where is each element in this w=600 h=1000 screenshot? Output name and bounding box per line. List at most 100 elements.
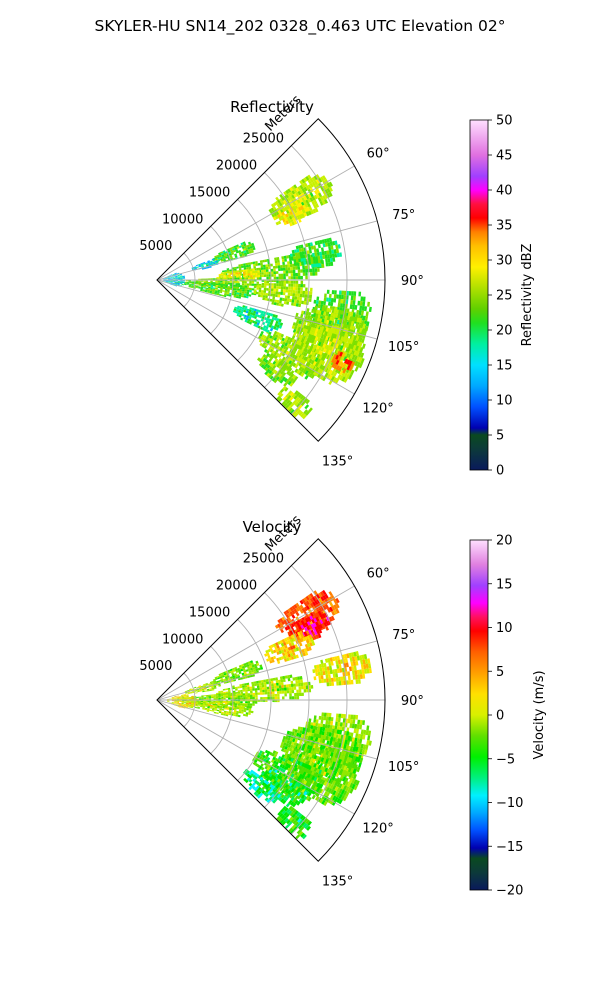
echo-gate bbox=[208, 263, 211, 266]
echo-gate bbox=[345, 735, 349, 741]
echo-gate bbox=[275, 200, 279, 205]
echo-gate bbox=[243, 243, 247, 247]
echo-gate bbox=[341, 755, 346, 761]
echo-gate bbox=[172, 282, 176, 284]
echo-gate bbox=[223, 251, 227, 255]
echo-gate bbox=[218, 693, 221, 696]
echo-gate bbox=[247, 666, 251, 670]
echo-gate bbox=[310, 209, 314, 215]
echo-gate bbox=[235, 283, 238, 286]
echo-gate bbox=[327, 728, 331, 733]
echo-gate bbox=[298, 320, 302, 325]
echo-gate bbox=[336, 782, 341, 788]
echo-gate bbox=[339, 351, 344, 357]
echo-gate bbox=[297, 269, 301, 273]
echo-gate bbox=[304, 375, 309, 380]
echo-gate bbox=[246, 289, 250, 293]
echo-gate bbox=[219, 291, 223, 294]
echo-gate bbox=[328, 712, 332, 718]
echo-gate bbox=[276, 324, 280, 328]
echo-gate bbox=[335, 365, 340, 371]
echo-gate bbox=[300, 205, 304, 210]
echo-gate bbox=[360, 659, 364, 665]
echo-gate bbox=[332, 725, 335, 730]
echo-gate bbox=[272, 369, 277, 374]
echo-gate bbox=[276, 774, 281, 779]
echo-gate bbox=[266, 329, 270, 333]
echo-gate bbox=[348, 343, 352, 349]
echo-gate bbox=[307, 745, 311, 750]
echo-gate bbox=[305, 275, 308, 280]
echo-gate bbox=[316, 252, 320, 256]
echo-gate bbox=[281, 684, 284, 688]
echo-gate bbox=[302, 414, 307, 420]
echo-gate bbox=[221, 254, 225, 257]
echo-gate bbox=[289, 674, 293, 678]
echo-gate bbox=[354, 366, 359, 372]
echo-gate bbox=[247, 695, 250, 698]
echo-gate bbox=[352, 714, 356, 720]
echo-gate bbox=[189, 282, 192, 283]
echo-gate bbox=[274, 341, 278, 345]
echo-gate bbox=[275, 677, 278, 681]
echo-gate bbox=[281, 207, 286, 212]
echo-gate bbox=[291, 649, 295, 653]
echo-gate bbox=[229, 247, 233, 250]
echo-gate bbox=[356, 309, 360, 315]
echo-gate bbox=[281, 196, 285, 201]
echo-gate bbox=[222, 281, 225, 283]
echo-gate bbox=[303, 347, 308, 353]
echo-gate bbox=[328, 297, 332, 302]
echo-gate bbox=[311, 785, 316, 790]
echo-gate bbox=[316, 240, 321, 245]
echo-gate bbox=[259, 685, 262, 688]
echo-gate bbox=[284, 644, 288, 649]
echo-gate bbox=[245, 249, 249, 253]
echo-gate bbox=[298, 341, 302, 346]
echo-gate bbox=[260, 310, 264, 314]
echo-gate bbox=[367, 735, 371, 741]
echo-gate bbox=[324, 194, 329, 199]
echo-gate bbox=[206, 710, 210, 712]
echo-gate bbox=[289, 765, 294, 770]
echo-gate bbox=[350, 773, 355, 779]
echo-gate bbox=[172, 281, 176, 282]
echo-gate bbox=[363, 328, 368, 335]
echo-gate bbox=[351, 723, 355, 729]
echo-gate bbox=[283, 648, 287, 653]
echo-gate bbox=[242, 305, 246, 308]
echo-gate bbox=[303, 186, 308, 192]
echo-gate bbox=[296, 248, 300, 253]
angle-tick-label: 120° bbox=[362, 402, 393, 417]
echo-gate bbox=[353, 355, 358, 361]
echo-gate bbox=[332, 761, 336, 767]
echo-gate bbox=[307, 315, 311, 320]
echo-gate bbox=[216, 292, 220, 294]
echo-gate bbox=[208, 283, 211, 285]
echo-gate bbox=[229, 708, 232, 711]
echo-gate bbox=[287, 401, 293, 406]
echo-gate bbox=[167, 277, 171, 278]
echo-gate bbox=[235, 244, 239, 248]
echo-gate bbox=[289, 731, 293, 735]
echo-gate bbox=[281, 283, 284, 287]
echo-gate bbox=[271, 336, 275, 340]
echo-gate bbox=[305, 211, 310, 217]
echo-gate bbox=[279, 688, 282, 691]
echo-gate bbox=[272, 314, 276, 318]
echo-gate bbox=[271, 688, 275, 692]
echo-gate bbox=[195, 701, 199, 703]
echo-gate bbox=[258, 362, 263, 367]
echo-gate bbox=[325, 777, 330, 783]
echo-gate bbox=[214, 676, 218, 679]
echo-gate bbox=[276, 283, 279, 287]
echo-gate bbox=[217, 257, 221, 260]
echo-gate bbox=[303, 791, 308, 796]
echo-gate bbox=[172, 274, 175, 276]
echo-gate bbox=[277, 346, 281, 350]
echo-gate bbox=[223, 273, 226, 276]
echo-gate bbox=[288, 740, 293, 745]
echo-gate bbox=[283, 402, 288, 408]
echo-gate bbox=[257, 294, 261, 298]
echo-gate bbox=[278, 202, 283, 207]
